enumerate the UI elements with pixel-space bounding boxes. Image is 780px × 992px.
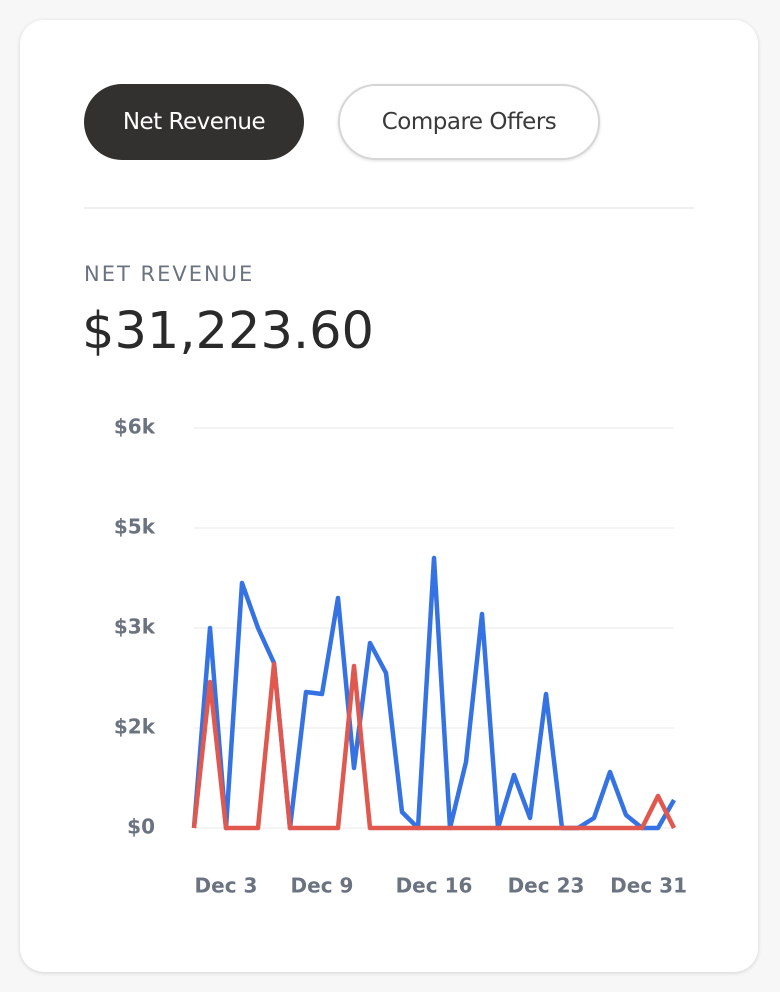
summary-label: NET REVENUE [84, 262, 255, 286]
summary-value: $31,223.60 [82, 302, 375, 361]
card: Net Revenue Compare Offers NET REVENUE $… [20, 20, 758, 972]
y-tick-label: $2k [114, 715, 156, 739]
y-tick-label: $5k [114, 515, 156, 539]
x-tick-label: Dec 3 [195, 874, 258, 898]
tab-net-revenue[interactable]: Net Revenue [84, 84, 304, 160]
y-tick-label: $6k [114, 415, 156, 439]
line-series [191, 661, 677, 831]
y-tick-label: $0 [127, 815, 155, 839]
divider [84, 207, 694, 209]
x-tick-label: Dec 9 [291, 874, 354, 898]
x-tick-label: Dec 31 [610, 874, 687, 898]
x-tick-label: Dec 23 [508, 874, 585, 898]
line-series [191, 555, 676, 831]
y-tick-label: $3k [114, 615, 156, 639]
x-tick-label: Dec 16 [396, 874, 473, 898]
tab-compare-offers[interactable]: Compare Offers [338, 84, 600, 160]
